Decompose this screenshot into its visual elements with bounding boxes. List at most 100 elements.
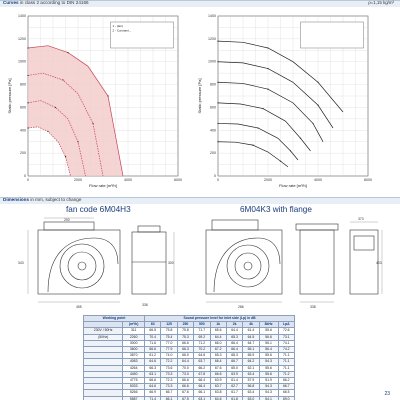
left-dim-outlet: 200	[64, 218, 70, 222]
data-point	[62, 79, 64, 81]
table-cell: 65.1	[242, 345, 260, 354]
table-cell: 66.1	[160, 395, 178, 400]
row-label-cell	[82, 395, 124, 400]
right-chart-svg: 0 200 400 600 800 1000 1200 1400 0 2000 4000 6000 Fl…	[197, 14, 372, 188]
row-label-cell	[82, 370, 124, 379]
table-row: 3870 61.2 74.0 66.0 64.6 65.3 68.3 65.9 55.6 71.1	[82, 352, 296, 360]
data-point	[27, 47, 29, 49]
row-label-cell	[82, 377, 124, 385]
left-inlet-ring	[67, 251, 97, 281]
x-tick-label: 2000	[74, 178, 82, 182]
left-impeller-circle	[59, 243, 105, 289]
table-row: 4264 66.3 73.6 70.0 66.2 67.6 65.0 62.1 55.6 71.1	[82, 364, 296, 372]
right-housing-outline	[205, 229, 283, 295]
table-cell: 61.8	[225, 395, 244, 400]
table-row: 3600 66.6 77.9 66.3 70.2 67.2 66.4 65.1 56.4 74.2	[82, 345, 296, 354]
series-line	[217, 102, 311, 152]
data-point	[47, 130, 49, 133]
left-side-outlet	[137, 225, 161, 233]
table-cell: 54.1	[258, 395, 279, 400]
left-housing-outline	[37, 229, 121, 295]
data-point	[67, 51, 69, 54]
right-motor-hub	[243, 261, 253, 271]
table-cell: 64.6	[209, 395, 227, 400]
row-label-cell	[82, 352, 124, 360]
table-cell: 72.6	[277, 327, 296, 335]
data-point	[262, 107, 264, 110]
table-cell: 71.1	[277, 352, 296, 360]
y-tick-label: 1000	[18, 60, 26, 64]
right-side-view	[299, 229, 335, 295]
data-point	[77, 141, 79, 143]
data-point	[92, 122, 94, 125]
right-flange-plate	[349, 229, 379, 295]
data-point	[54, 106, 57, 109]
operating-region	[28, 45, 123, 176]
left-outlet-flange	[43, 221, 95, 231]
units-blank-cell	[82, 321, 124, 329]
left-dim-depth: 338	[142, 303, 148, 307]
y-tick-label: 0	[214, 174, 216, 178]
x-tick-label: 6000	[364, 178, 372, 182]
right-scroll-curve	[213, 237, 281, 293]
table-row: 4450 63.1 73.3 73.0 67.8 66.6 63.9 63.4 55.6 71.2	[82, 370, 296, 379]
x-tick-label: 4000	[124, 178, 132, 182]
series-line	[217, 141, 289, 168]
curves-section-bar: Curves in class 2 according to DIN 24166…	[0, 0, 400, 7]
row-label-cell	[82, 345, 124, 354]
table-cell: 67.5	[176, 395, 195, 400]
series-line	[27, 45, 124, 177]
table-cell: 61.4	[242, 327, 260, 335]
row-label-cell	[82, 383, 124, 391]
table-cell: 64.7	[242, 339, 260, 348]
table-cell: 74.1	[277, 339, 296, 348]
x-tick-label: 0	[217, 178, 219, 182]
table-cell: 71.1	[277, 358, 296, 366]
table-cell: 56.8	[242, 383, 260, 391]
dimensions-section-bar: Dimensions in mm, subject to change	[0, 197, 400, 204]
table-cell: 64.5	[242, 333, 260, 341]
table-body: 230V / 50Hz 311 66.5 75.8 75.8 71.7 65.6 64.4 61…	[82, 327, 296, 400]
table-row: 230V / 50Hz 311 66.5 75.8 75.8 71.7 65.6 64.4 61…	[82, 327, 296, 335]
data-point	[217, 141, 219, 143]
page-number: 23	[384, 391, 390, 397]
right-flange-opening	[353, 235, 375, 251]
y-tick-label: 800	[210, 83, 216, 87]
y-tick-label: 1200	[18, 37, 26, 41]
dimensions-label: Dimensions	[3, 197, 30, 202]
table-header-row: Working point Sound pressure level for i…	[82, 314, 295, 323]
x-tick-label: 6000	[174, 178, 182, 182]
right-side-flange	[295, 223, 339, 231]
left-scroll-curve	[47, 237, 119, 293]
series-line	[217, 40, 344, 113]
data-point	[217, 61, 219, 63]
y-tick-label: 1200	[208, 37, 216, 41]
data-point	[217, 122, 219, 125]
y-tick-label: 0	[24, 174, 26, 178]
table-cell: 66.7	[277, 383, 296, 391]
table-cell: 62.1	[242, 364, 260, 372]
legend-entry: 2 - Constant...	[113, 28, 132, 32]
table-cell: 63.4	[242, 370, 260, 379]
table-cell: 64.2	[242, 358, 260, 366]
left-dim-width: 455	[76, 305, 82, 309]
left-performance-chart: 0 200 400 600 800 1000 1200 1400 0 2000 4000 6000 Fl…	[6, 10, 186, 194]
units-header-cell: 4k	[242, 321, 260, 329]
legend-entry: 1 - (∆m)	[113, 24, 124, 28]
y-tick-label: 400	[210, 128, 216, 132]
right-dim-width: 286	[238, 305, 244, 309]
curves-label: Curves	[3, 0, 19, 5]
row-label-cell: 230V / 50Hz	[82, 327, 124, 335]
right-impeller-circle	[226, 244, 270, 288]
table-cell: 65.9	[242, 352, 260, 360]
y-tick-label: 600	[20, 105, 26, 109]
dimensions-section-label: Dimensions in mm, subject to change	[3, 197, 81, 202]
table-row: 5587 71.4 66.1 67.5 63.1 64.6 61.8 63.0 54.1 69.0	[82, 395, 296, 400]
data-point	[317, 81, 319, 83]
data-point	[64, 155, 67, 158]
table-cell: 74.2	[277, 345, 296, 354]
table-row: 4775 66.6 72.3 66.6 66.4 63.9 61.4 57.9 51.9 66.2	[82, 377, 296, 385]
series-line	[217, 81, 324, 142]
left-model-title: fan code 6M04H3	[66, 205, 131, 214]
x-axis-label: Flow rate [m³/h]	[279, 183, 307, 188]
